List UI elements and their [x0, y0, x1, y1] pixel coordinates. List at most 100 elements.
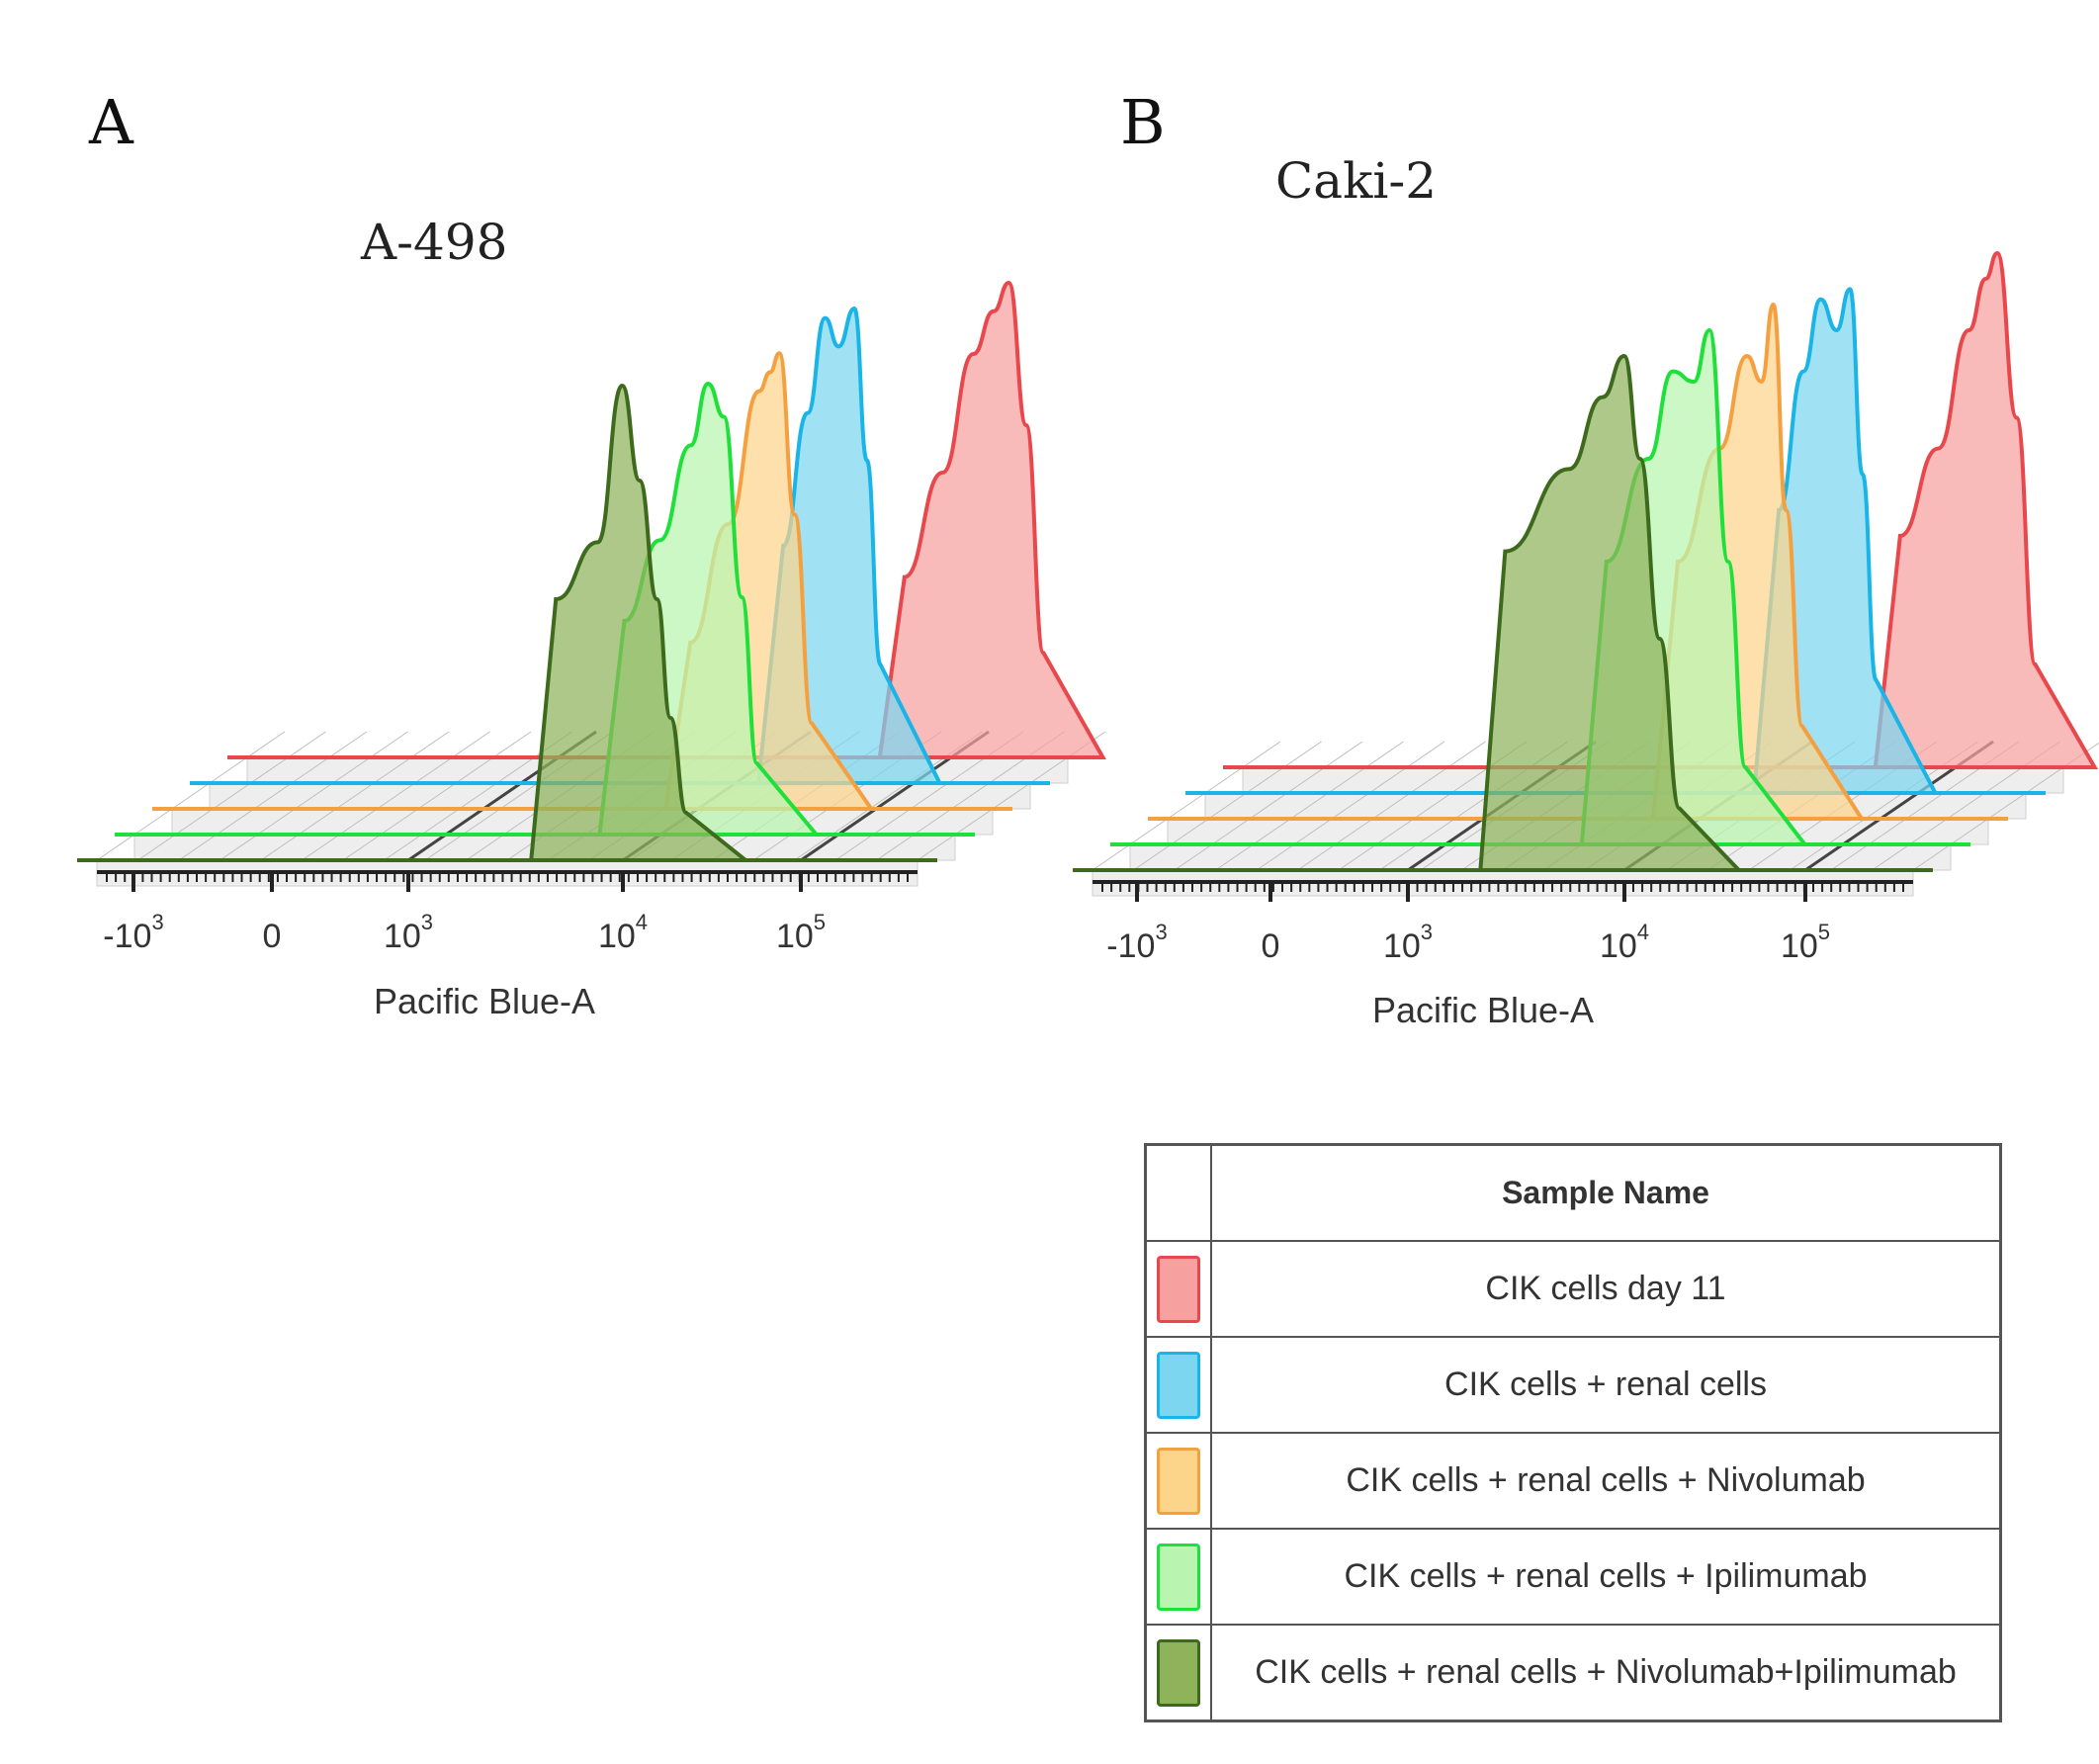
- grid-hatch: [373, 756, 412, 784]
- legend-label: CIK cells + renal cells: [1210, 1336, 2002, 1434]
- grid-hatch: [1413, 792, 1452, 820]
- grid-hatch: [291, 756, 330, 784]
- histogram-b-series-0: [1478, 353, 1744, 872]
- grid-hatch: [1905, 792, 1945, 820]
- grid-hatch: [421, 808, 460, 836]
- histogram-a-series-0: [529, 383, 751, 862]
- grid-major: [407, 833, 447, 862]
- grid-hatch: [1174, 843, 1213, 871]
- grid-hatch: [1208, 792, 1247, 820]
- grid-hatch: [1253, 818, 1291, 845]
- grid-hatch: [1167, 792, 1206, 820]
- grid-hatch: [1379, 843, 1418, 871]
- grid-hatch: [492, 731, 532, 758]
- grid-hatch: [1790, 843, 1828, 871]
- x-tick-exponent: 5: [1818, 920, 1830, 944]
- legend-header-row: Sample Name: [1144, 1143, 2002, 1242]
- x-tick-label: 105: [776, 910, 826, 955]
- grid-hatch: [335, 782, 375, 810]
- grid-hatch: [178, 834, 218, 861]
- grid-hatch: [954, 808, 994, 836]
- grid-hatch: [1447, 741, 1486, 768]
- grid-hatch: [133, 808, 173, 836]
- x-tick-exponent: 3: [421, 910, 433, 934]
- grid-hatch: [1950, 818, 1989, 845]
- x-tick-exponent: 4: [1637, 920, 1649, 944]
- grid-hatch: [257, 808, 296, 836]
- grid-hatch: [831, 808, 870, 836]
- x-tick-label: 105: [1781, 920, 1830, 965]
- grid-hatch: [1868, 818, 1907, 845]
- x-axis-label-b: Pacific Blue-A: [1372, 990, 1594, 1030]
- x-tick-exponent: 4: [636, 910, 648, 934]
- grid-hatch: [1328, 766, 1366, 794]
- panel-letter-b: B: [1120, 86, 1166, 158]
- grid-hatch: [370, 731, 408, 758]
- grid-hatch: [1375, 818, 1415, 845]
- legend-label: CIK cells + renal cells + Nivolumab+Ipil…: [1210, 1624, 2002, 1722]
- grid-hatch: [1092, 843, 1131, 871]
- grid-hatch: [302, 834, 340, 861]
- grid-hatch: [1987, 792, 2027, 820]
- grid-hatch: [1324, 741, 1363, 768]
- grid-major: [445, 807, 484, 837]
- grid-hatch: [876, 834, 915, 861]
- grid-hatch: [1331, 792, 1370, 820]
- panel-title-a: A-498: [360, 214, 507, 271]
- grid-hatch: [1204, 766, 1244, 794]
- legend-swatch-green: [1157, 1543, 1200, 1611]
- grid-hatch: [1297, 843, 1336, 871]
- grid-hatch: [137, 834, 176, 861]
- grid-hatch: [219, 834, 258, 861]
- grid-hatch: [332, 756, 371, 784]
- grid-hatch: [1368, 766, 1408, 794]
- x-tick-label: 0: [1262, 927, 1280, 965]
- grid-hatch: [96, 834, 135, 861]
- grid-hatch: [1830, 843, 1870, 871]
- grid-hatch: [410, 731, 450, 758]
- grid-hatch: [1417, 818, 1455, 845]
- grid-hatch: [752, 834, 792, 861]
- legend-table: Sample Name CIK cells day 11 CIK cells +…: [1144, 1143, 2002, 1722]
- histogram-b-series-3: [1751, 287, 1939, 795]
- grid-hatch: [328, 731, 368, 758]
- grid-hatch: [910, 782, 949, 810]
- panel-title-b: Caki-2: [1275, 152, 1437, 210]
- grid-hatch: [1249, 792, 1288, 820]
- grid-hatch: [1365, 741, 1404, 768]
- grid-hatch: [869, 782, 908, 810]
- grid-hatch: [1286, 766, 1326, 794]
- grid-hatch: [1420, 843, 1459, 871]
- grid-hatch: [947, 756, 987, 784]
- grid-hatch: [1909, 818, 1948, 845]
- grid-hatch: [380, 808, 419, 836]
- legend-row-ipilimumab: CIK cells + renal cells + Ipilimumab: [1144, 1528, 2002, 1626]
- grid-major: [1842, 817, 1881, 846]
- x-tick-label: -103: [103, 910, 163, 955]
- histogram-a-series-4: [877, 280, 1106, 759]
- x-tick-exponent: 5: [814, 910, 826, 934]
- x-tick-label: 104: [1600, 920, 1649, 965]
- x-tick-label: 104: [598, 910, 648, 955]
- legend-label: CIK cells + renal cells + Ipilimumab: [1210, 1528, 2002, 1626]
- grid-hatch: [989, 756, 1027, 784]
- grid-hatch: [914, 808, 952, 836]
- grid-hatch: [1171, 818, 1209, 845]
- grid-hatch: [384, 834, 422, 861]
- grid-hatch: [2025, 766, 2064, 794]
- x-tick-label: 103: [1383, 920, 1433, 965]
- grid-major: [482, 781, 522, 811]
- grid-hatch: [171, 782, 211, 810]
- x-tick-exponent: 3: [1155, 920, 1167, 944]
- legend-row-nivolumab: CIK cells + renal cells + Nivolumab: [1144, 1432, 2002, 1530]
- grid-hatch: [1215, 843, 1254, 871]
- grid-hatch: [260, 834, 300, 861]
- grid-hatch: [213, 782, 251, 810]
- grid-hatch: [417, 782, 457, 810]
- grid-hatch: [246, 731, 286, 758]
- grid-hatch: [1872, 843, 1910, 871]
- x-axis: -103 0 103 104 105: [97, 870, 918, 955]
- grid-hatch: [1372, 792, 1411, 820]
- grid-hatch: [872, 808, 912, 836]
- grid-hatch: [1865, 792, 1903, 820]
